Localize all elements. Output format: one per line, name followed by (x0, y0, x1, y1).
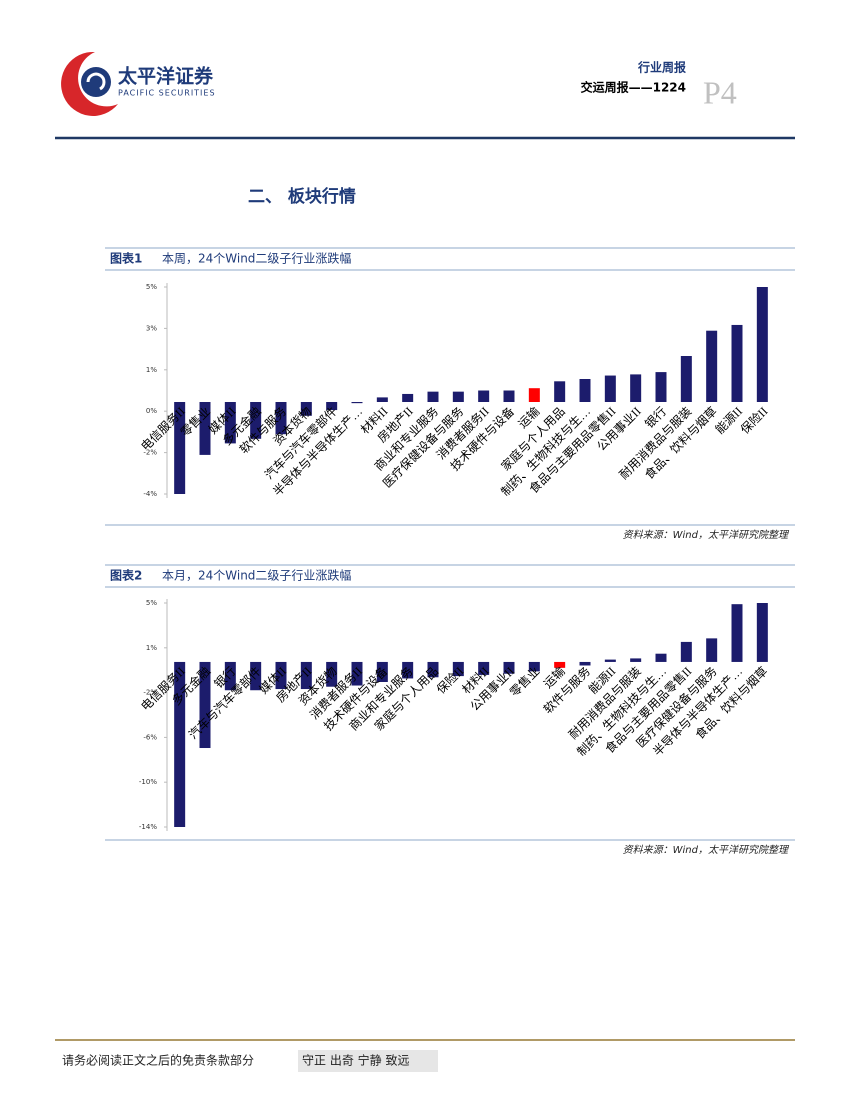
section-title: 二、 板块行情 (248, 186, 356, 207)
bar (706, 330, 718, 402)
bar (756, 603, 768, 662)
bar (376, 397, 388, 402)
bar (351, 661, 363, 686)
bar (351, 402, 363, 404)
bar (250, 402, 262, 439)
figure-source: 资料来源：Wind，太平洋研究院整理 (623, 529, 790, 541)
bar (376, 661, 388, 682)
bar (630, 658, 642, 662)
bar (503, 661, 515, 674)
bar (250, 661, 262, 691)
page-number: P4 (703, 74, 737, 110)
bar (326, 402, 338, 411)
bar (554, 381, 566, 402)
bar (706, 638, 718, 662)
figure-source: 资料来源：Wind，太平洋研究院整理 (623, 844, 790, 856)
bar (680, 356, 692, 402)
bar (756, 287, 768, 402)
bar (528, 388, 540, 402)
report-name: 交运周报——1224 (581, 80, 686, 95)
y-tick-label: -6% (143, 733, 157, 741)
bar (579, 379, 591, 402)
bar (199, 661, 211, 749)
report-type: 行业周报 (637, 60, 686, 75)
figure-label: 图表2 (110, 568, 142, 583)
bar (478, 390, 490, 402)
bar (731, 324, 743, 402)
bar (275, 661, 287, 690)
bar (427, 391, 439, 402)
bar (300, 402, 312, 416)
bar (326, 661, 338, 687)
y-tick-label: -10% (139, 778, 157, 786)
bar (528, 661, 540, 672)
bar (452, 661, 464, 677)
bar (402, 661, 414, 679)
bar (655, 372, 667, 402)
y-tick-label: -2% (143, 449, 157, 457)
y-tick-label: -14% (139, 823, 157, 831)
bar (275, 402, 287, 435)
bar (478, 661, 490, 675)
y-tick-label: 1% (146, 366, 157, 374)
logo-cn: 太平洋证券 (118, 65, 214, 88)
figure-title: 本周，24个Wind二级子行业涨跌幅 (162, 251, 351, 266)
y-tick-label: 5% (146, 599, 157, 607)
bar (655, 653, 667, 662)
logo-en: PACIFIC SECURITIES (118, 89, 216, 98)
bar (680, 641, 692, 662)
figure-title: 本月，24个Wind二级子行业涨跌幅 (162, 568, 351, 583)
bar (174, 661, 186, 827)
footer-disclaimer: 请务必阅读正文之后的免责条款部分 (62, 1053, 254, 1068)
bar (731, 604, 743, 662)
y-tick-label: 1% (146, 644, 157, 652)
y-tick-label: -2% (143, 689, 157, 697)
logo-ring (61, 51, 118, 116)
bar (224, 402, 236, 444)
bar (604, 375, 616, 402)
y-tick-label: 0% (146, 407, 157, 415)
bar (224, 661, 236, 691)
logo (61, 51, 118, 116)
bar (630, 374, 642, 402)
footer-motto: 守正 出奇 宁静 致远 (302, 1053, 409, 1068)
x-tick-label: 软件与服务 (540, 663, 593, 716)
x-tick-label: 能源II (713, 404, 746, 437)
bar (554, 661, 566, 668)
bar (427, 661, 439, 678)
bar (199, 402, 211, 455)
x-tick-label: 保险II (737, 403, 770, 436)
motto-bg (298, 1050, 438, 1072)
bar (503, 390, 515, 402)
bar (174, 402, 186, 494)
logo-core (81, 67, 111, 97)
bar (604, 659, 616, 662)
bar (402, 393, 414, 402)
y-tick-label: -4% (143, 490, 157, 498)
bar (452, 391, 464, 402)
logo-swirl (86, 72, 106, 91)
bar (579, 661, 591, 666)
figure-label: 图表1 (110, 251, 142, 266)
bar (300, 661, 312, 690)
y-tick-label: 3% (146, 324, 157, 332)
y-tick-label: 5% (146, 283, 157, 291)
